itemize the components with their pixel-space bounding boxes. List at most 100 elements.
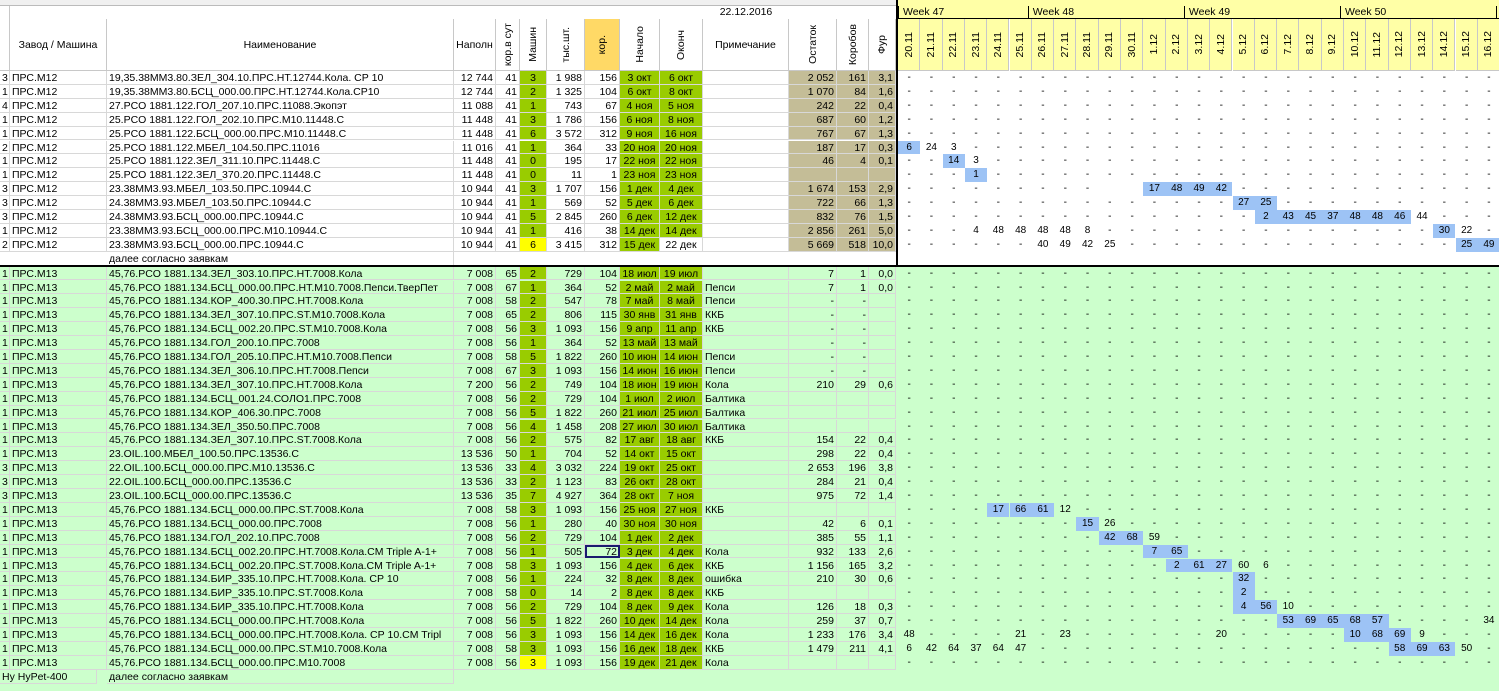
- cell-tr[interactable]: 10,0: [869, 237, 896, 252]
- cell-name[interactable]: 45,76.PCO 1881.134.БИР_335.10.ПРС.НТ.700…: [107, 600, 454, 615]
- gantt-value[interactable]: 53: [1277, 614, 1300, 628]
- gantt-value[interactable]: 32: [1232, 572, 1255, 587]
- cell-plant[interactable]: ПРС.М13: [10, 294, 107, 309]
- cell-rest[interactable]: 7: [789, 266, 837, 281]
- cell-name[interactable]: 45,76.PCO 1881.134.ЗЕЛ_307.10.ПРС.ST.700…: [107, 433, 454, 448]
- gantt-value[interactable]: 49: [1054, 237, 1077, 252]
- cell-note[interactable]: [703, 210, 789, 224]
- cell-mach[interactable]: 2: [520, 475, 547, 489]
- cell-rest[interactable]: 1 156: [789, 558, 837, 573]
- cell-rb[interactable]: -: [837, 350, 869, 364]
- cell-rb[interactable]: 133: [837, 544, 869, 559]
- cell-mach[interactable]: 3: [520, 502, 547, 517]
- cell-rest[interactable]: 210: [789, 377, 837, 392]
- gantt-value[interactable]: 6: [898, 140, 921, 155]
- gantt-value[interactable]: 24: [920, 140, 943, 155]
- cell-fill[interactable]: 7 008: [454, 405, 496, 420]
- cell-start[interactable]: 28 окт: [620, 489, 660, 503]
- cell-pd[interactable]: 35: [496, 489, 520, 503]
- cell-mach[interactable]: 5: [520, 350, 547, 364]
- cell-rb[interactable]: 18: [837, 600, 869, 615]
- cell-plant[interactable]: ПРС.М12: [10, 223, 107, 238]
- cell-fill[interactable]: 7 008: [454, 336, 496, 350]
- cell-fill[interactable]: 7 008: [454, 266, 496, 281]
- gantt-value[interactable]: 27: [1210, 558, 1233, 573]
- cell-name[interactable]: 25.PCO 1881.122.ЗЕЛ_370.20.ПРС.11448.С: [107, 168, 454, 183]
- cell-name[interactable]: 24.38ММ3.93.МБЕЛ_103.50.ПРС.10944.С: [107, 196, 454, 210]
- cell-plant[interactable]: ПРС.М13: [10, 322, 107, 337]
- cell-mach[interactable]: 4: [520, 419, 547, 434]
- cell-th[interactable]: 1 093: [547, 628, 585, 642]
- cell-a[interactable]: 1: [0, 516, 10, 531]
- gantt-value[interactable]: 10: [1277, 600, 1300, 615]
- cell-box[interactable]: 2: [585, 586, 620, 601]
- cell-pd[interactable]: 56: [496, 322, 520, 337]
- cell-rest[interactable]: 385: [789, 530, 837, 545]
- cell-tr[interactable]: [869, 391, 896, 406]
- cell-box[interactable]: 156: [585, 182, 620, 197]
- cell-th[interactable]: 729: [547, 266, 585, 281]
- cell-start[interactable]: 10 июн: [620, 350, 660, 364]
- gantt-value[interactable]: 48: [1054, 223, 1077, 238]
- cell-tr[interactable]: 1,2: [869, 112, 896, 127]
- cell-tr[interactable]: [869, 336, 896, 350]
- cell-fill[interactable]: 7 008: [454, 363, 496, 378]
- cell-tr[interactable]: 0,0: [869, 266, 896, 281]
- cell-rest[interactable]: 2 856: [789, 223, 837, 238]
- cell-box[interactable]: 156: [585, 363, 620, 378]
- cell-th[interactable]: 3 415: [547, 237, 585, 252]
- cell-note[interactable]: Кола: [703, 377, 789, 392]
- gantt-value[interactable]: 4: [1232, 600, 1255, 615]
- cell-rest[interactable]: 1 479: [789, 641, 837, 656]
- cell-box[interactable]: 260: [585, 405, 620, 420]
- gantt-value[interactable]: 69: [1299, 614, 1322, 628]
- cell-rb[interactable]: -: [837, 363, 869, 378]
- cell-name[interactable]: 45,76.PCO 1881.134.БСЦ_002.20.ПРС.ST.М10…: [107, 322, 454, 337]
- cell-a[interactable]: 3: [0, 489, 10, 503]
- cell-box[interactable]: 52: [585, 196, 620, 210]
- gantt-value[interactable]: 48: [1031, 223, 1055, 238]
- gantt-value[interactable]: 56: [1254, 600, 1278, 615]
- cell-start[interactable]: 9 апр: [620, 322, 660, 337]
- cell-a[interactable]: 1: [0, 628, 10, 642]
- cell-mach[interactable]: 0: [520, 586, 547, 601]
- gantt-value[interactable]: 37: [1321, 210, 1344, 224]
- cell-plant[interactable]: ПРС.М13: [10, 363, 107, 378]
- gantt-value[interactable]: 25: [1455, 237, 1478, 252]
- cell-pd[interactable]: 58: [496, 558, 520, 573]
- cell-fill[interactable]: 7 008: [454, 628, 496, 642]
- cell-start[interactable]: 3 окт: [620, 71, 660, 85]
- cell-mach[interactable]: 7: [520, 489, 547, 503]
- cell-rb[interactable]: [837, 405, 869, 420]
- cell-start[interactable]: 14 дек: [620, 628, 660, 642]
- cell-name[interactable]: 45,76.PCO 1881.134.БСЦ_000.00.ПРС.М10.70…: [107, 655, 454, 670]
- cell-fill[interactable]: 11 448: [454, 168, 496, 183]
- cell-name[interactable]: 45,76.PCO 1881.134.ЗЕЛ_350.50.ПРС.7008: [107, 419, 454, 434]
- cell-rb[interactable]: [837, 168, 869, 183]
- gantt-value[interactable]: 42: [1210, 182, 1233, 197]
- cell-box[interactable]: 67: [585, 98, 620, 113]
- cell-name[interactable]: 23.38ММ3.93.БСЦ_000.00.ПРС.М10.10944.С: [107, 223, 454, 238]
- cell-rb[interactable]: 76: [837, 210, 869, 224]
- cell-box[interactable]: 40: [585, 516, 620, 531]
- cell-fill[interactable]: 7 008: [454, 294, 496, 309]
- cell-tr[interactable]: 3,8: [869, 461, 896, 476]
- cell-tr[interactable]: [869, 168, 896, 183]
- cell-tr[interactable]: 3,4: [869, 628, 896, 642]
- cell-rest[interactable]: 1 233: [789, 628, 837, 642]
- gantt-value[interactable]: [1098, 182, 1121, 197]
- cell-plant[interactable]: ПРС.М12: [10, 98, 107, 113]
- cell-end[interactable]: 20 ноя: [660, 140, 703, 155]
- cell-rb[interactable]: 29: [837, 377, 869, 392]
- cell-pd[interactable]: 56: [496, 530, 520, 545]
- cell-plant[interactable]: ПРС.М13: [10, 447, 107, 462]
- cell-a[interactable]: 1: [0, 322, 10, 337]
- cell-rest[interactable]: 5 669: [789, 237, 837, 252]
- cell-end[interactable]: 18 дек: [660, 641, 703, 656]
- cell-box[interactable]: 156: [585, 628, 620, 642]
- cell-fill[interactable]: 11 448: [454, 112, 496, 127]
- gantt-value[interactable]: 15: [1076, 516, 1099, 531]
- cell-pd[interactable]: 67: [496, 280, 520, 295]
- cell-a[interactable]: 2: [0, 237, 10, 252]
- cell-box[interactable]: 33: [585, 140, 620, 155]
